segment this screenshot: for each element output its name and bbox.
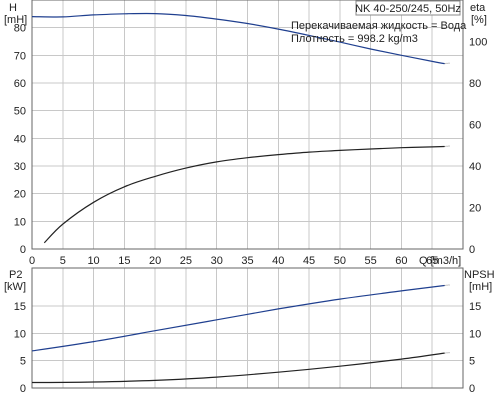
bottom-left-axis-unit: [kW]: [4, 281, 26, 293]
x-tick-label: 45: [303, 255, 315, 267]
top-right-tick-label: 0: [469, 244, 475, 256]
title-box: [355, 0, 461, 16]
top-left-tick-label: 20: [14, 189, 26, 201]
top-right-tick-label: 100: [469, 37, 487, 49]
x-axis-label: Q [m3/h]: [419, 255, 461, 267]
top-right-tick-label: 80: [469, 78, 481, 90]
x-tick-label: 15: [118, 255, 130, 267]
npsh-curve: [31, 352, 445, 384]
bottom-right-axis-name: NPSH: [464, 269, 495, 281]
power-curve-end-marker: [444, 284, 450, 286]
x-tick-label: 40: [272, 255, 284, 267]
top-left-tick-label: 10: [14, 216, 26, 228]
x-tick-label: 10: [87, 255, 99, 267]
bottom-right-axis-unit: [mH]: [469, 281, 492, 293]
bottom-left-tick-label: 10: [14, 328, 26, 340]
bottom-plot-frame: [31, 267, 464, 389]
top-right-tick-label: 20: [469, 203, 481, 215]
bottom-left-tick-label: 5: [20, 356, 26, 368]
x-tick-label: 50: [334, 255, 346, 267]
top-left-axis-unit: [mH]: [4, 14, 27, 26]
power-npsh-plot: 0 5 10 15 0 5 10 15: [14, 267, 481, 395]
bottom-left-axis-name: P2: [9, 269, 22, 281]
head-curve-end-marker: [444, 62, 450, 65]
x-tick-label: 65: [426, 255, 438, 267]
efficiency-curve-end-marker: [444, 145, 450, 147]
head-curve: [31, 12, 445, 65]
x-tick-label: 0: [29, 255, 35, 267]
top-right-axis-unit: [%]: [471, 14, 487, 26]
x-tick-label: 35: [241, 255, 253, 267]
top-right-tick-label: 40: [469, 161, 481, 173]
x-tick-label: 30: [211, 255, 223, 267]
x-tick-label: 5: [60, 255, 66, 267]
x-tick-label: 60: [395, 255, 407, 267]
top-left-tick-label: 70: [14, 50, 26, 62]
bottom-left-tick-label: 0: [20, 383, 26, 395]
efficiency-curve: [43, 145, 445, 244]
annotation-liquid: Перекачиваемая жидкость = Вода: [291, 20, 467, 32]
x-tick-label: 55: [365, 255, 377, 267]
bottom-right-tick-label: 15: [469, 301, 481, 313]
annotation-density: Плотность = 998.2 kg/m3: [291, 33, 418, 45]
x-tick-label: 25: [180, 255, 192, 267]
bottom-right-tick-label: 10: [469, 328, 481, 340]
top-left-axis-name: H: [9, 2, 17, 14]
chart-labels: NK 40-250/245, 50Hz Перекачиваемая жидко…: [4, 0, 495, 293]
head-efficiency-plot: 0 10 20 30 40 50 60 70 80 0 20 40 60 80 100 0 5 10 15 20 25 3…: [14, 0, 487, 267]
top-left-tick-label: 0: [20, 244, 26, 256]
top-left-tick-label: 50: [14, 106, 26, 118]
top-right-axis-name: eta: [470, 2, 486, 14]
npsh-curve-end-marker: [444, 352, 450, 354]
bottom-right-tick-label: 0: [469, 383, 475, 395]
top-left-tick-label: 60: [14, 78, 26, 90]
top-left-tick-label: 40: [14, 133, 26, 145]
bottom-right-tick-label: 5: [469, 356, 475, 368]
x-tick-label: 20: [149, 255, 161, 267]
top-plot-frame: [31, 0, 464, 250]
top-left-tick-label: 30: [14, 161, 26, 173]
chart-title: NK 40-250/245, 50Hz: [355, 3, 461, 15]
power-curve: [31, 284, 445, 352]
top-left-tick-label: 80: [14, 23, 26, 35]
bottom-left-tick-label: 15: [14, 301, 26, 313]
top-right-tick-label: 60: [469, 120, 481, 132]
